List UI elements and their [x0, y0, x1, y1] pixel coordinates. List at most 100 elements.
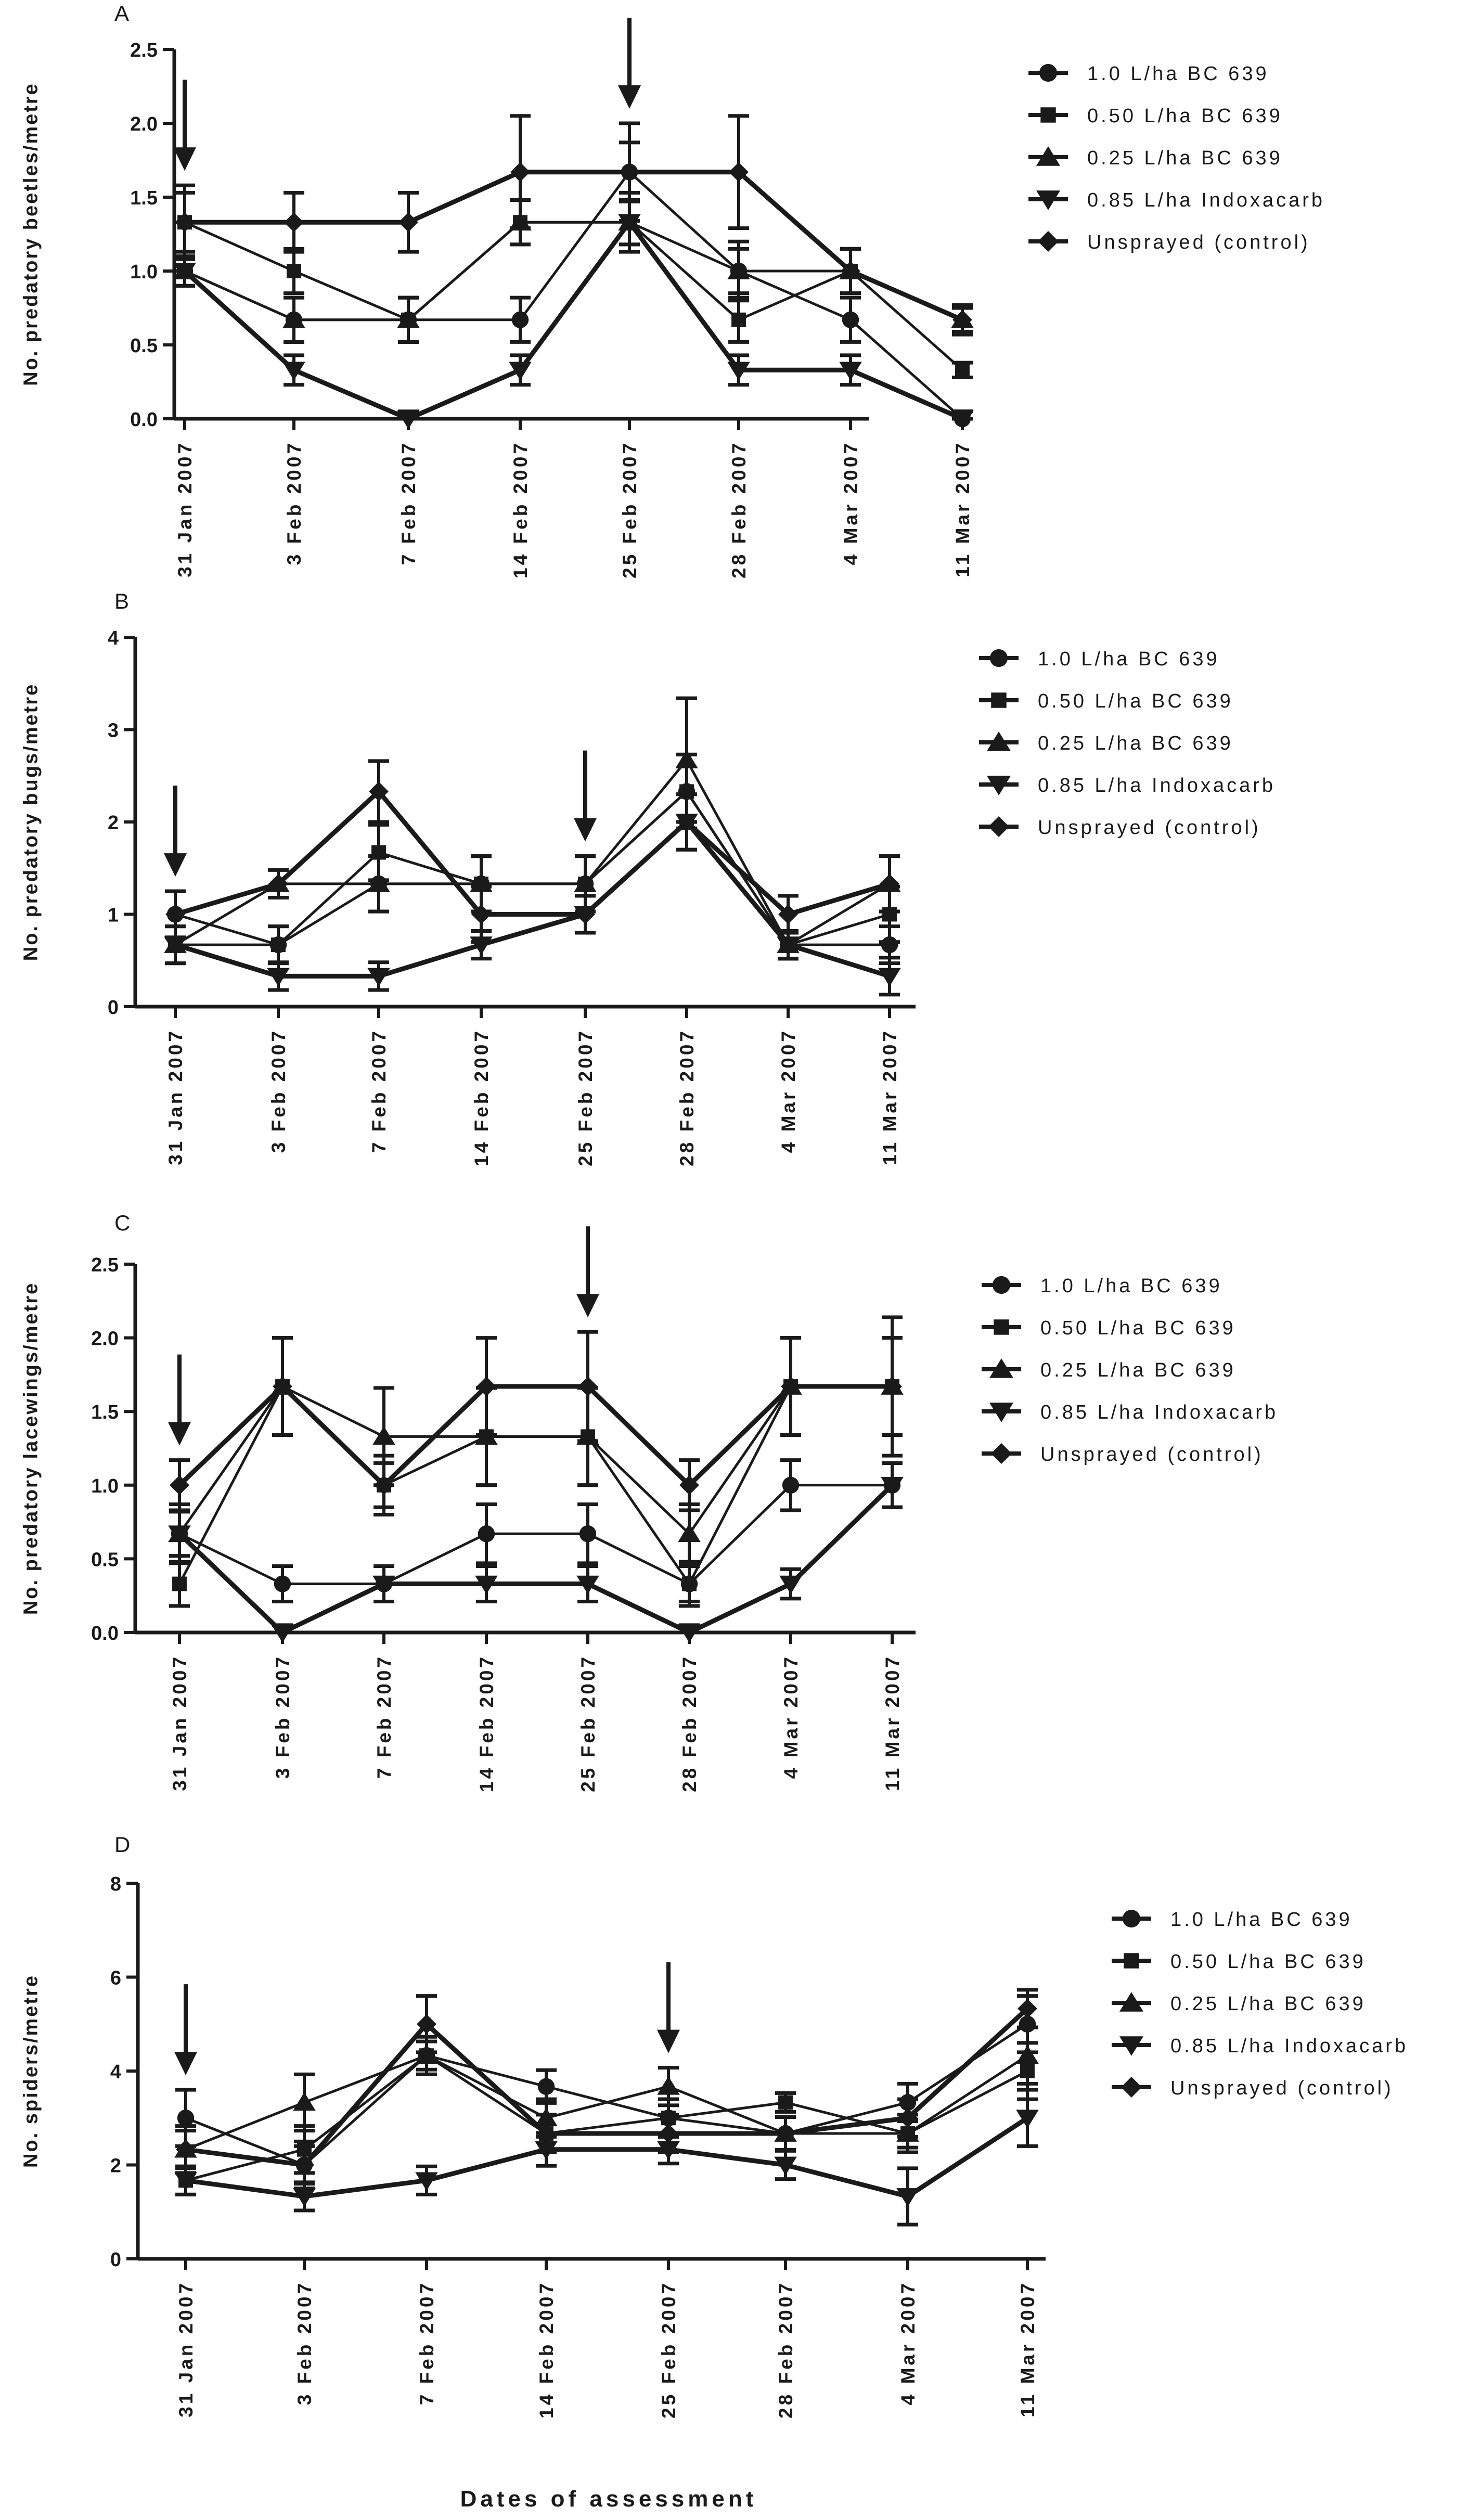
legend-item: Unsprayed (control) [1112, 2077, 1391, 2099]
data-point [282, 309, 305, 328]
chart-panel-a: A 0.0 0.5 1.0 1.5 2.0 2.5 No. predatory beetles… [20, 1, 1322, 578]
data-point [839, 362, 862, 381]
data-point [293, 2188, 316, 2207]
legend: 1.0 L/ha BC 639 0.50 L/ha BC 639 0.25 L/ha… [979, 648, 1273, 839]
y-tick-label: 0 [108, 997, 119, 1019]
data-point [878, 968, 901, 987]
data-point [168, 1525, 191, 1545]
x-tick-label: 14 Feb 2007 [536, 2281, 557, 2419]
legend-marker-icon [1119, 2036, 1143, 2056]
y-tick-label: 3 [108, 720, 119, 742]
legend-item: 0.50 L/ha BC 639 [982, 1317, 1233, 1339]
x-tick-label: 25 Feb 2007 [658, 2281, 679, 2419]
data-point [675, 750, 698, 768]
data-point [371, 845, 386, 860]
data-point [475, 1426, 498, 1445]
legend-marker-icon [987, 776, 1011, 795]
legend-marker-icon [989, 1358, 1013, 1378]
legend-marker-icon [1121, 2077, 1142, 2098]
data-point [372, 1426, 395, 1445]
data-point [578, 1377, 598, 1396]
legend-label: 0.85 L/ha Indoxacarb [1170, 2035, 1408, 2057]
series-line [183, 220, 963, 421]
x-tick-label: 25 Feb 2007 [575, 1028, 596, 1166]
x-tick-label: 3 Feb 2007 [294, 2281, 315, 2405]
spray-arrow [657, 1962, 680, 2053]
data-point [367, 873, 390, 892]
x-tick-label: 31 Jan 2007 [174, 441, 196, 577]
data-point [955, 363, 970, 378]
legend-item: 1.0 L/ha BC 639 [979, 648, 1217, 670]
legend-marker-icon [1124, 1953, 1139, 1969]
legend-marker-icon [988, 816, 1009, 837]
y-axis-title: No. spiders/metre [20, 1974, 42, 2168]
legend: 1.0 L/ha BC 639 0.50 L/ha BC 639 0.25 L/ha… [982, 1275, 1278, 1465]
data-point [535, 2107, 558, 2127]
x-tick-label: 11 Mar 2007 [879, 1028, 900, 1165]
legend-item: 0.50 L/ha BC 639 [1112, 1951, 1363, 1973]
data-point [898, 2108, 918, 2128]
data-point [579, 1525, 597, 1542]
legend-label: 0.25 L/ha BC 639 [1040, 1359, 1236, 1381]
data-point [297, 2142, 312, 2157]
x-tick-label: 7 Feb 2007 [416, 2281, 437, 2405]
data-point [620, 162, 639, 182]
series-line [185, 2116, 1029, 2199]
legend: 1.0 L/ha BC 639 0.50 L/ha BC 639 0.25 L/ha… [1028, 63, 1322, 253]
data-point [880, 874, 899, 894]
legend-marker-icon [1039, 63, 1058, 82]
data-point [575, 904, 595, 924]
data-point [882, 1377, 902, 1396]
series-line [185, 2054, 1028, 2151]
data-point [170, 1475, 189, 1495]
series-line [174, 758, 891, 946]
legend-marker-icon [1036, 146, 1060, 166]
data-point [661, 2111, 676, 2126]
data-point [164, 936, 187, 955]
spray-arrow [574, 750, 597, 842]
data-point [778, 2095, 793, 2110]
x-tick-label: 4 Mar 2007 [780, 1654, 802, 1779]
legend-item: Unsprayed (control) [979, 816, 1258, 839]
chart-panel-c: C 0.0 0.5 1.0 1.5 2.0 2.5 No. predatory lacewin… [20, 1211, 1278, 1792]
y-tick-label: 2 [110, 2155, 121, 2177]
x-tick-label: 28 Feb 2007 [775, 2281, 796, 2419]
legend-marker-icon [1038, 231, 1059, 252]
data-point [271, 1624, 294, 1643]
data-point [536, 2124, 556, 2143]
x-tick-label: 11 Mar 2007 [952, 441, 973, 577]
x-tick-label: 31 Jan 2007 [169, 1654, 190, 1791]
legend-item: 0.50 L/ha BC 639 [979, 690, 1231, 712]
legend-item: 0.85 L/ha Indoxacarb [1112, 2035, 1408, 2057]
legend: 1.0 L/ha BC 639 0.50 L/ha BC 639 0.25 L/ha… [1112, 1909, 1408, 2099]
data-point [1016, 2045, 1039, 2064]
spray-arrow [618, 18, 641, 109]
data-point [679, 1475, 699, 1495]
data-point [777, 936, 800, 955]
legend-item: 0.85 L/ha Indoxacarb [982, 1402, 1278, 1423]
data-point [779, 1575, 802, 1595]
data-point [398, 212, 418, 233]
data-point [896, 2123, 919, 2142]
x-tick-label: 4 Mar 2007 [897, 2281, 919, 2405]
data-point [267, 968, 290, 987]
data-point [782, 1476, 800, 1494]
legend-label: 0.85 L/ha Indoxacarb [1040, 1402, 1278, 1423]
y-tick-label: 1.5 [130, 187, 158, 209]
data-point [1018, 1999, 1037, 2018]
data-point [175, 212, 195, 233]
data-point [781, 1377, 801, 1396]
chart-panel-d: D 0 2 4 6 8 No. spiders/metre 31 Jan 2007 3 Feb … [20, 1832, 1408, 2419]
data-point [273, 1377, 292, 1396]
y-tick-label: 0.5 [91, 1549, 119, 1571]
legend-marker-icon [1036, 190, 1060, 210]
data-point [509, 212, 532, 231]
legend-item: Unsprayed (control) [1028, 231, 1308, 253]
series-line [177, 1384, 892, 1488]
panel-label: B [114, 589, 129, 613]
data-point [678, 1523, 701, 1542]
data-point [176, 2139, 196, 2159]
x-tick-label: 31 Jan 2007 [165, 1028, 186, 1165]
x-tick-label: 28 Feb 2007 [676, 1028, 698, 1166]
